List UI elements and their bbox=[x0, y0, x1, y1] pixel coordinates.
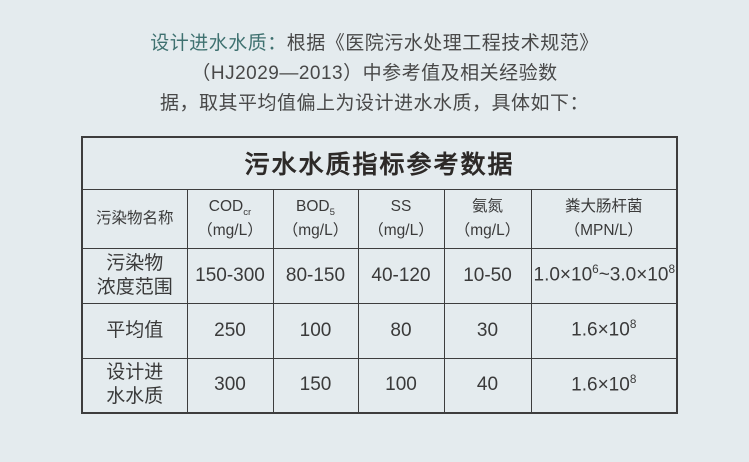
cell-average-ammonia: 30 bbox=[443, 302, 532, 359]
header-bod-subscript: 5 bbox=[329, 206, 335, 218]
header-fecal-coliform-name: 粪大肠杆菌 bbox=[534, 195, 675, 219]
header-ss: SS （mg/L） bbox=[357, 188, 445, 249]
header-cod-name: CODcr bbox=[190, 195, 271, 219]
table-row-average: 平均值 250 100 80 30 1.6×108 bbox=[81, 302, 678, 359]
row-label-concentration-range: 污染物 浓度范围 bbox=[81, 247, 188, 304]
header-bod-name: BOD5 bbox=[276, 195, 356, 219]
cell-average-ss: 80 bbox=[357, 302, 445, 359]
cell-design-cod: 300 bbox=[186, 357, 274, 414]
header-cod-main: COD bbox=[208, 197, 244, 215]
header-ammonia-name: 氨氮 bbox=[447, 195, 529, 219]
cell-range-bod: 80-150 bbox=[272, 247, 359, 304]
cell-design-ss: 100 bbox=[357, 357, 445, 414]
intro-line-3: 据，取其平均值偏上为设计进水水质，具体如下： bbox=[159, 93, 589, 114]
header-ammonia-unit: （mg/L） bbox=[454, 221, 521, 239]
row-label-average: 平均值 bbox=[81, 302, 188, 359]
intro-lead-label: 设计进水水质： bbox=[150, 33, 287, 54]
cell-range-ammonia: 10-50 bbox=[443, 247, 532, 304]
table-title: 污水水质指标参考数据 bbox=[81, 136, 678, 190]
cell-design-ammonia: 40 bbox=[443, 357, 532, 414]
header-fecal-coliform: 粪大肠杆菌 （MPN/L） bbox=[530, 188, 678, 249]
intro-paragraph: 设计进水水质：根据《医院污水处理工程技术规范》 （HJ2029—2013）中参考… bbox=[0, 29, 749, 119]
header-ss-unit: （mg/L） bbox=[368, 221, 434, 239]
cell-design-fecal-coliform: 1.6×108 bbox=[530, 357, 678, 414]
header-fecal-coliform-unit: （MPN/L） bbox=[564, 221, 643, 239]
table-row-concentration-range: 污染物 浓度范围 150-300 80-150 40-120 10-50 1.0… bbox=[81, 247, 678, 304]
intro-line-2: （HJ2029—2013）中参考值及相关经验数 bbox=[191, 63, 558, 84]
row-label-design-influent: 设计进 水水质 bbox=[81, 357, 188, 414]
header-ammonia-main: 氨氮 bbox=[471, 197, 503, 215]
intro-line-1: 设计进水水质：根据《医院污水处理工程技术规范》 bbox=[0, 29, 749, 59]
cell-range-fecal-coliform: 1.0×106~3.0×108 bbox=[530, 247, 678, 304]
cell-range-cod: 150-300 bbox=[186, 247, 274, 304]
table-header-row: 污染物名称 CODcr （mg/L） BOD5 （mg/L） SS （mg/L）… bbox=[81, 188, 678, 249]
intro-line-1-text: 根据《医院污水处理工程技术规范》 bbox=[286, 33, 599, 54]
header-cod-subscript: cr bbox=[243, 206, 252, 218]
header-bod-unit: （mg/L） bbox=[282, 221, 349, 239]
header-bod: BOD5 （mg/L） bbox=[272, 188, 359, 249]
header-cod: CODcr （mg/L） bbox=[186, 188, 274, 249]
cell-design-bod: 150 bbox=[272, 357, 359, 414]
cell-average-cod: 250 bbox=[186, 302, 274, 359]
table-row-design-influent: 设计进 水水质 300 150 100 40 1.6×108 bbox=[81, 357, 678, 414]
water-quality-table: 污水水质指标参考数据 污染物名称 CODcr （mg/L） BOD5 （mg/L… bbox=[81, 136, 679, 414]
header-fecal-coliform-main: 粪大肠杆菌 bbox=[565, 197, 643, 215]
header-ss-main: SS bbox=[390, 197, 412, 215]
header-ss-name: SS bbox=[361, 195, 442, 219]
cell-range-ss: 40-120 bbox=[357, 247, 445, 304]
cell-average-bod: 100 bbox=[272, 302, 359, 359]
table-title-row: 污水水质指标参考数据 bbox=[81, 136, 678, 190]
header-cod-unit: （mg/L） bbox=[197, 221, 263, 239]
header-pollutant-name: 污染物名称 bbox=[81, 188, 188, 249]
header-ammonia: 氨氮 （mg/L） bbox=[443, 188, 532, 249]
cell-average-fecal-coliform: 1.6×108 bbox=[530, 302, 678, 359]
header-bod-main: BOD bbox=[296, 197, 330, 215]
